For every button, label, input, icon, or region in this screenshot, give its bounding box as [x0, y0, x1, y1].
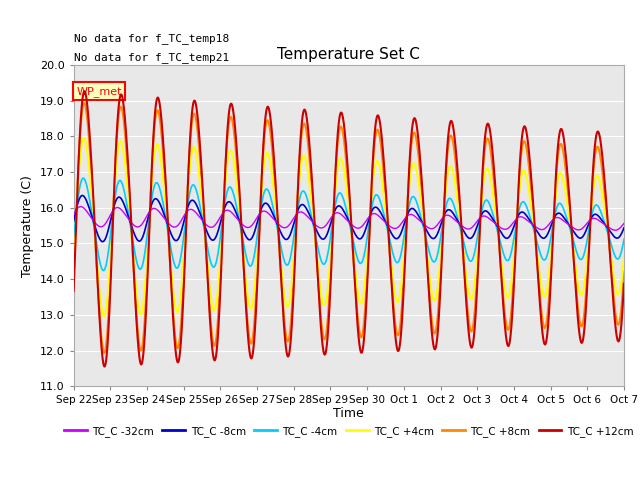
Y-axis label: Temperature (C): Temperature (C): [21, 175, 35, 276]
X-axis label: Time: Time: [333, 407, 364, 420]
Text: No data for f_TC_temp18: No data for f_TC_temp18: [74, 33, 229, 44]
Title: Temperature Set C: Temperature Set C: [277, 47, 420, 62]
Text: WP_met: WP_met: [76, 86, 122, 96]
Legend: TC_C -32cm, TC_C -8cm, TC_C -4cm, TC_C +4cm, TC_C +8cm, TC_C +12cm: TC_C -32cm, TC_C -8cm, TC_C -4cm, TC_C +…: [60, 421, 637, 441]
Text: No data for f_TC_temp21: No data for f_TC_temp21: [74, 52, 229, 63]
